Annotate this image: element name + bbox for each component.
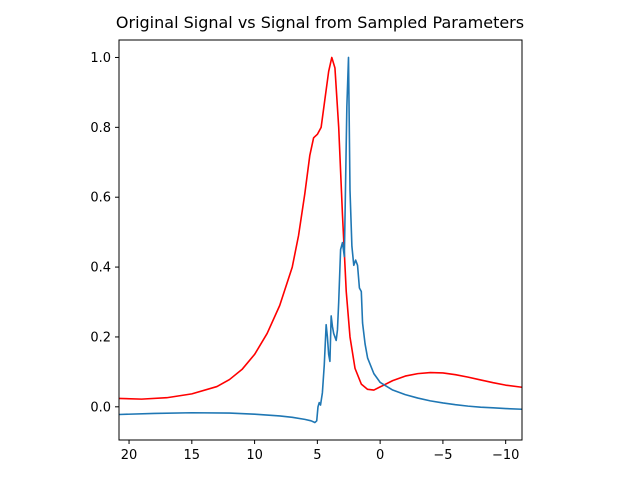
x-tick-label: −5	[433, 448, 452, 463]
y-tick-label: 0.4	[90, 261, 111, 276]
series-layer	[119, 56, 522, 424]
x-tick-label: 20	[121, 448, 138, 463]
y-tick-label: 0.8	[90, 121, 111, 136]
plot-frame	[118, 39, 523, 441]
y-tick-label: 0.0	[90, 400, 111, 415]
y-tick-label: 1.0	[90, 51, 111, 66]
chart-title: Original Signal vs Signal from Sampled P…	[116, 13, 524, 32]
series-line-1	[119, 56, 522, 400]
axes-layer: 20 15 10 5 0 −5 −10 0.0 0.2 0.4 0.6 0.8 1.0	[90, 39, 523, 463]
y-tick-label: 0.6	[90, 191, 111, 206]
x-tick-label: 0	[376, 448, 384, 463]
y-tick-label: 0.2	[90, 330, 111, 345]
x-tick-label: −10	[492, 448, 519, 463]
x-tick-label: 15	[184, 448, 201, 463]
x-tick-label: 5	[313, 448, 321, 463]
series-line-2	[119, 56, 522, 424]
x-tick-label: 10	[246, 448, 263, 463]
